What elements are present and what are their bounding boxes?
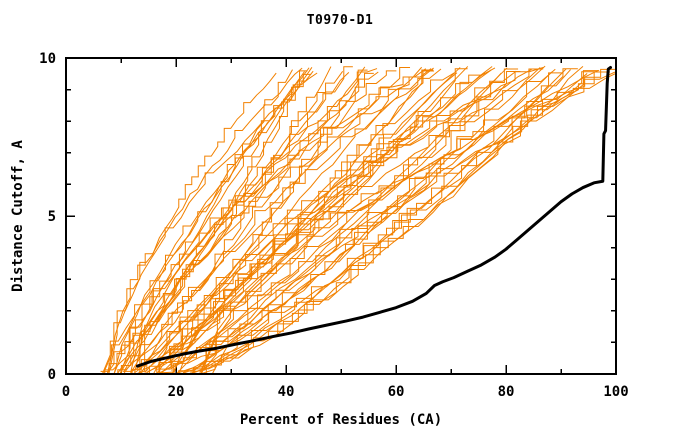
prediction-curve [130, 67, 434, 373]
prediction-curve [106, 69, 293, 373]
prediction-curve [173, 66, 544, 373]
reference-curve-layer [136, 65, 612, 368]
x-axis-title: Percent of Residues (CA) [240, 412, 442, 428]
prediction-curve [201, 73, 588, 373]
prediction-curve [158, 67, 508, 373]
axis-labels-layer: 0 20 40 60 80 100 0 5 10 Percent of Residues (CA)… [10, 51, 629, 428]
prediction-curve [123, 72, 350, 373]
prediction-curve [123, 71, 379, 372]
prediction-curve [107, 72, 277, 373]
x-tick-label: 20 [168, 384, 185, 400]
x-tick-label: 80 [498, 384, 515, 400]
prediction-curve [171, 68, 544, 372]
prediction-curve [148, 66, 469, 373]
prediction-curve [113, 70, 314, 373]
prediction-curve [191, 68, 578, 373]
axes-layer [65, 57, 617, 375]
prediction-curve [205, 71, 597, 373]
prediction-curve [144, 68, 432, 372]
prediction-curve [156, 66, 493, 373]
prediction-curve [140, 66, 411, 373]
prediction-curve [139, 68, 442, 373]
y-tick-label: 10 [39, 51, 56, 67]
page-title: T0970-D1 [306, 13, 374, 28]
x-tick-label: 40 [278, 384, 295, 400]
prediction-curve [107, 67, 303, 373]
y-tick-label: 5 [48, 209, 56, 225]
prediction-curve [100, 70, 308, 373]
prediction-curve [189, 69, 571, 373]
prediction-curve [134, 70, 397, 373]
prediction-curve [158, 67, 461, 373]
prediction-curve [117, 66, 332, 373]
prediction-curve [120, 66, 366, 373]
prediction-curve [113, 67, 313, 373]
prediction-curve [199, 69, 599, 373]
x-tick-label: 100 [603, 384, 628, 400]
prediction-curve [119, 68, 378, 373]
prediction-curve [156, 72, 502, 373]
y-axis-title: Distance Cutoff, A [10, 140, 26, 292]
prediction-curve [193, 65, 584, 373]
y-tick-label: 0 [48, 367, 56, 383]
prediction-curve [130, 68, 427, 373]
prediction-curves-layer [100, 65, 615, 373]
prediction-curve [212, 71, 615, 373]
prediction-curve [161, 68, 519, 373]
x-tick-label: 60 [388, 384, 405, 400]
x-tick-label: 0 [62, 384, 70, 400]
reference-curve [136, 65, 612, 368]
prediction-curve [191, 68, 567, 373]
prediction-curve [200, 71, 610, 373]
prediction-curve [159, 69, 492, 373]
prediction-curve [178, 68, 532, 373]
prediction-curve [191, 70, 600, 373]
